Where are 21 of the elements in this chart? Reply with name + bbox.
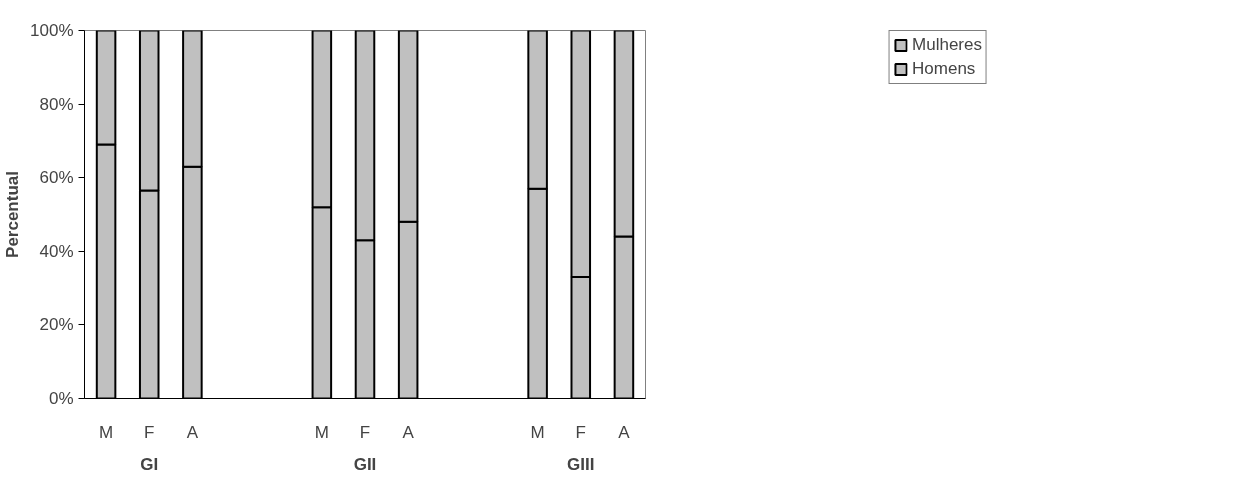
y-tick-label: 100% xyxy=(30,21,74,40)
x-tick-label: M xyxy=(314,422,329,442)
x-tick-label: A xyxy=(402,422,415,442)
y-tick-label: 0% xyxy=(48,389,74,408)
legend-label: Mulheres xyxy=(912,35,982,55)
x-tick-label: M xyxy=(530,422,545,442)
legend-label: Homens xyxy=(912,59,976,79)
text: GII xyxy=(353,454,377,474)
x-tick-label: F xyxy=(575,422,586,442)
text: GI xyxy=(140,454,159,474)
x-tick-label: F xyxy=(359,422,371,442)
x-tick-label: M xyxy=(99,422,114,442)
y-tick-label: 20% xyxy=(39,315,74,335)
text: GIII xyxy=(567,454,595,474)
y-tick-label: 60% xyxy=(39,168,74,188)
y-tick-label: 40% xyxy=(39,241,74,261)
x-tick-label: A xyxy=(186,422,199,442)
y-tick-label: 80% xyxy=(39,94,74,114)
x-tick-label: A xyxy=(618,422,631,442)
x-tick-label: F xyxy=(144,422,155,442)
y-axis-title: Percentual xyxy=(3,171,23,258)
